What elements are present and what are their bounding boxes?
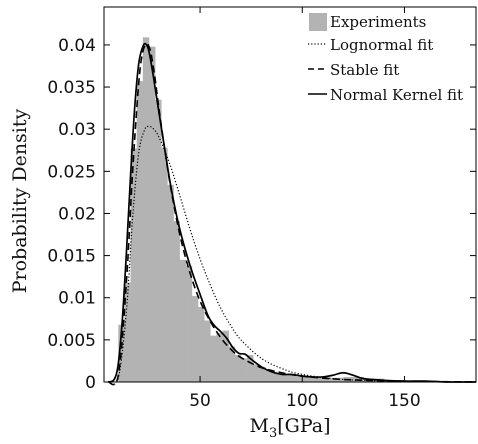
x-axis-subscript: 3 bbox=[269, 426, 277, 441]
curve-normal-kernel-fit bbox=[107, 42, 477, 383]
histogram-bar bbox=[124, 282, 131, 382]
x-tick-label: 50 bbox=[189, 391, 211, 411]
histogram-bar bbox=[191, 296, 199, 382]
legend-label-kernel: Normal Kernel fit bbox=[330, 86, 463, 104]
histogram-bar bbox=[198, 307, 205, 382]
histogram-bar bbox=[204, 320, 211, 382]
histogram-bar bbox=[343, 376, 364, 382]
y-axis-title: Probability Density bbox=[9, 108, 31, 293]
axis-ticks: 0 0.005 0.01 0.015 0.02 0.025 0.03 0.035 0.04 50 1… bbox=[47, 7, 476, 411]
x-axis-unit: [GPa] bbox=[277, 415, 330, 437]
legend-label-lognormal: Lognormal fit bbox=[330, 36, 433, 54]
y-tick-label: 0.04 bbox=[58, 36, 96, 56]
histogram-bar bbox=[271, 371, 279, 382]
histogram-bar bbox=[302, 376, 323, 382]
legend-label-experiments: Experiments bbox=[330, 13, 426, 31]
legend-swatch-experiments bbox=[309, 13, 327, 31]
y-tick-label: 0.035 bbox=[47, 78, 96, 98]
histogram-bar bbox=[216, 333, 223, 382]
x-axis-title: M3[GPa] bbox=[249, 415, 330, 441]
histogram-bar bbox=[136, 81, 144, 382]
histogram-bar bbox=[210, 335, 217, 382]
legend: Experiments Lognormal fit Stable fit Nor… bbox=[308, 13, 463, 104]
histogram-bar bbox=[240, 358, 248, 382]
histogram-bar bbox=[185, 265, 193, 382]
histogram-bar bbox=[290, 375, 297, 382]
histogram-bar bbox=[161, 147, 168, 382]
histogram-bar bbox=[222, 330, 229, 382]
histogram-bar bbox=[130, 148, 137, 382]
histogram-bar bbox=[155, 99, 162, 382]
histogram-bar bbox=[173, 221, 180, 382]
histogram-bar bbox=[253, 364, 260, 382]
histogram-bar bbox=[234, 355, 242, 382]
y-tick-label: 0 bbox=[85, 373, 96, 393]
fit-curves bbox=[107, 42, 477, 386]
y-tick-label: 0.02 bbox=[58, 204, 96, 224]
x-tick-label: 150 bbox=[388, 391, 420, 411]
x-axis-symbol: M bbox=[249, 415, 268, 437]
histogram-bar bbox=[265, 369, 272, 382]
plot-frame bbox=[103, 6, 477, 383]
histogram-bar bbox=[259, 366, 266, 382]
y-tick-label: 0.025 bbox=[47, 162, 96, 182]
histogram-bar bbox=[283, 374, 291, 382]
x-tick-label: 100 bbox=[286, 391, 318, 411]
y-tick-label: 0.01 bbox=[58, 289, 96, 309]
histogram-bar bbox=[142, 37, 150, 383]
histogram-bar bbox=[179, 259, 187, 382]
histogram-bar bbox=[247, 355, 254, 382]
legend-label-stable: Stable fit bbox=[330, 61, 399, 79]
histogram-bar bbox=[296, 376, 303, 382]
histogram-bar bbox=[167, 184, 174, 382]
histogram-bar bbox=[322, 377, 344, 382]
histogram-bar bbox=[228, 346, 236, 382]
histogram-bar bbox=[277, 372, 285, 382]
y-tick-label: 0.015 bbox=[47, 247, 96, 267]
y-tick-label: 0.03 bbox=[58, 120, 96, 140]
y-tick-label: 0.005 bbox=[47, 331, 96, 351]
histogram-bar bbox=[148, 46, 156, 383]
